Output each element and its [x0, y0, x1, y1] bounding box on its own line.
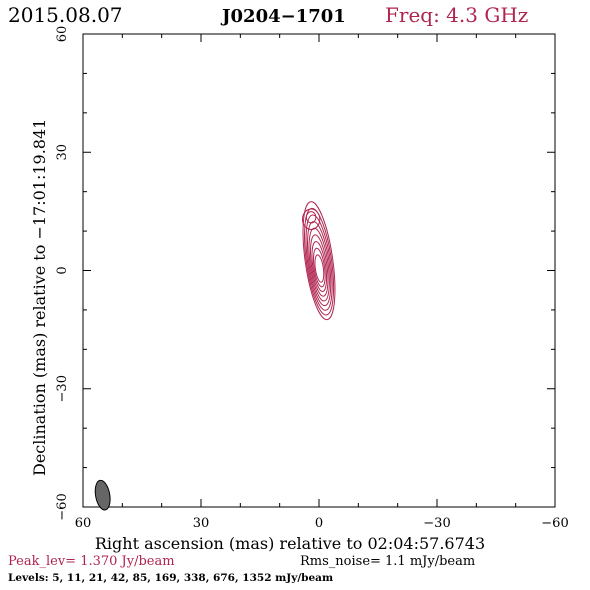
- beam-ellipse: [94, 479, 111, 511]
- frequency-label: Freq: 4.3 GHz: [385, 3, 529, 27]
- rms-noise: Rms_noise= 1.1 mJy/beam: [300, 554, 476, 569]
- contour-level: [305, 214, 333, 311]
- contour-level: [311, 241, 328, 293]
- jet-contour: [301, 208, 321, 231]
- x-tick-label: 60: [75, 516, 92, 531]
- contour-level: [307, 221, 332, 307]
- contour-level: [308, 227, 330, 302]
- contour-level: [302, 201, 336, 321]
- x-tick-label: 30: [193, 516, 210, 531]
- plot-frame: [82, 33, 556, 508]
- x-axis-label: Right ascension (mas) relative to 02:04:…: [94, 534, 486, 553]
- y-axis-label: Declination (mas) relative to −17:01:19.…: [30, 118, 49, 476]
- contour-levels: Levels: 5, 11, 21, 42, 85, 169, 338, 676…: [8, 572, 334, 584]
- x-tick-label: −60: [541, 516, 568, 531]
- jet-contour: [305, 211, 317, 224]
- observation-date: 2015.08.07: [8, 3, 123, 27]
- y-tick-label: −30: [55, 375, 70, 402]
- y-tick-label: −60: [55, 493, 70, 520]
- y-tick-label: 0: [55, 266, 70, 274]
- contour-level: [312, 247, 326, 288]
- contour-level: [309, 234, 329, 297]
- contour-group: [301, 201, 336, 321]
- peak-level: Peak_lev= 1.370 Jy/beam: [8, 554, 175, 569]
- y-tick-label: 60: [55, 26, 70, 43]
- y-tick-label: 30: [55, 144, 70, 161]
- contour-level: [304, 207, 335, 316]
- x-tick-label: 0: [315, 516, 323, 531]
- axis-tick-labels: 60 30 0 −30 −60 −60 −30 0 30 60: [55, 26, 569, 531]
- x-tick-label: −30: [423, 516, 450, 531]
- source-name: J0204−1701: [222, 6, 346, 27]
- axis-ticks: [82, 33, 556, 508]
- contour-level: [314, 254, 325, 283]
- beam-group: [94, 479, 111, 511]
